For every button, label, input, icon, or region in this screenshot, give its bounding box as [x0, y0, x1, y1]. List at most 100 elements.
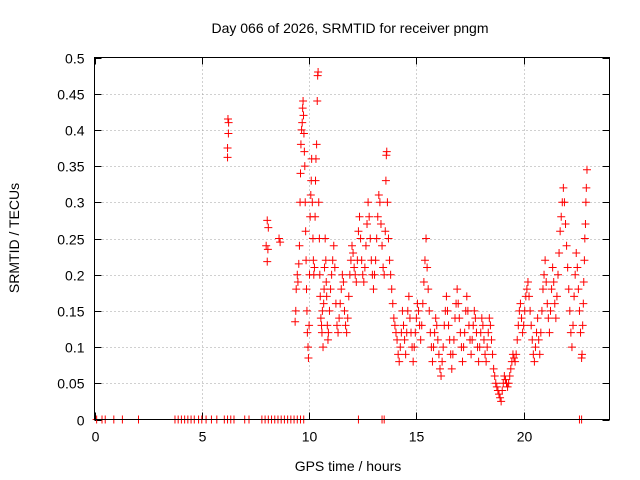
data-point	[534, 335, 543, 344]
x-axis-label: GPS time / hours	[295, 458, 402, 474]
data-point	[560, 198, 569, 207]
data-point	[541, 256, 550, 265]
data-point	[332, 321, 341, 330]
data-point	[581, 220, 590, 229]
data-point	[458, 357, 467, 366]
y-tick-label: 0.2	[65, 268, 85, 284]
data-point	[365, 212, 374, 221]
data-point	[453, 285, 462, 294]
data-point	[310, 263, 319, 272]
data-point	[574, 285, 583, 294]
data-point	[580, 234, 589, 243]
data-point	[342, 328, 351, 337]
data-point	[510, 353, 519, 362]
data-point	[580, 256, 589, 265]
data-point	[542, 277, 551, 286]
data-point	[361, 241, 370, 250]
data-point	[383, 198, 392, 207]
data-point	[335, 314, 344, 323]
data-point	[311, 176, 320, 185]
data-point	[575, 306, 584, 315]
data-point	[300, 147, 309, 156]
data-point	[419, 277, 428, 286]
data-point	[538, 285, 547, 294]
x-tick-label: 10	[302, 429, 318, 445]
data-point	[372, 234, 381, 243]
data-point	[573, 263, 582, 272]
data-point	[462, 292, 471, 301]
data-point	[582, 183, 591, 192]
data-point	[492, 382, 501, 391]
data-point	[418, 299, 427, 308]
data-point	[321, 256, 330, 265]
data-point	[387, 285, 396, 294]
data-point	[448, 350, 457, 359]
data-point	[447, 364, 456, 373]
grid-lines	[94, 57, 610, 420]
data-point	[409, 357, 418, 366]
data-point	[477, 314, 486, 323]
data-point	[396, 343, 405, 352]
data-point	[562, 241, 571, 250]
data-point	[295, 241, 304, 250]
data-point	[302, 306, 311, 315]
data-point	[478, 321, 487, 330]
data-point	[498, 386, 507, 395]
data-point	[582, 165, 591, 174]
data-point	[482, 357, 491, 366]
data-point	[363, 220, 372, 229]
data-point	[348, 241, 356, 250]
data-point	[223, 144, 232, 152]
data-point	[355, 212, 364, 221]
data-point	[324, 328, 333, 337]
data-point	[326, 285, 335, 294]
data-point	[319, 299, 328, 308]
data-point	[481, 350, 490, 359]
x-tick-label: 0	[92, 429, 100, 445]
data-point	[389, 314, 398, 323]
data-point	[455, 314, 464, 323]
data-point	[563, 263, 572, 272]
data-point	[381, 176, 390, 185]
data-point	[555, 248, 564, 257]
data-point	[530, 357, 539, 366]
data-point	[321, 234, 330, 243]
y-tick-label: 0.25	[57, 232, 84, 248]
data-point	[483, 343, 492, 352]
data-point	[300, 162, 309, 171]
data-point	[513, 335, 522, 344]
data-point	[490, 372, 499, 381]
data-point	[486, 321, 495, 330]
data-point	[334, 328, 343, 337]
data-point	[385, 256, 394, 265]
data-point	[302, 285, 311, 294]
data-point	[351, 270, 360, 279]
data-point	[552, 292, 561, 301]
data-point	[302, 256, 311, 265]
x-tick-label: 5	[199, 429, 207, 445]
data-point	[434, 350, 443, 359]
data-point	[381, 227, 390, 236]
data-point	[423, 263, 432, 272]
data-point	[375, 198, 384, 207]
data-point	[469, 321, 478, 330]
data-point	[314, 67, 323, 76]
data-point	[399, 321, 408, 330]
data-point	[491, 379, 500, 388]
data-point	[546, 306, 555, 315]
data-point	[323, 335, 332, 344]
data-point	[484, 328, 493, 337]
y-axis-label: SRMTID / TECUs	[6, 183, 22, 293]
data-point	[224, 118, 233, 127]
data-point	[479, 335, 488, 344]
data-point	[557, 212, 566, 221]
data-point	[330, 263, 339, 272]
data-point	[470, 306, 479, 315]
y-tick-label: 0.1	[65, 340, 85, 356]
data-point	[299, 129, 308, 138]
data-point	[327, 270, 336, 279]
data-point	[341, 321, 350, 330]
data-point	[494, 390, 503, 399]
data-point	[488, 350, 497, 359]
data-point	[305, 321, 314, 330]
